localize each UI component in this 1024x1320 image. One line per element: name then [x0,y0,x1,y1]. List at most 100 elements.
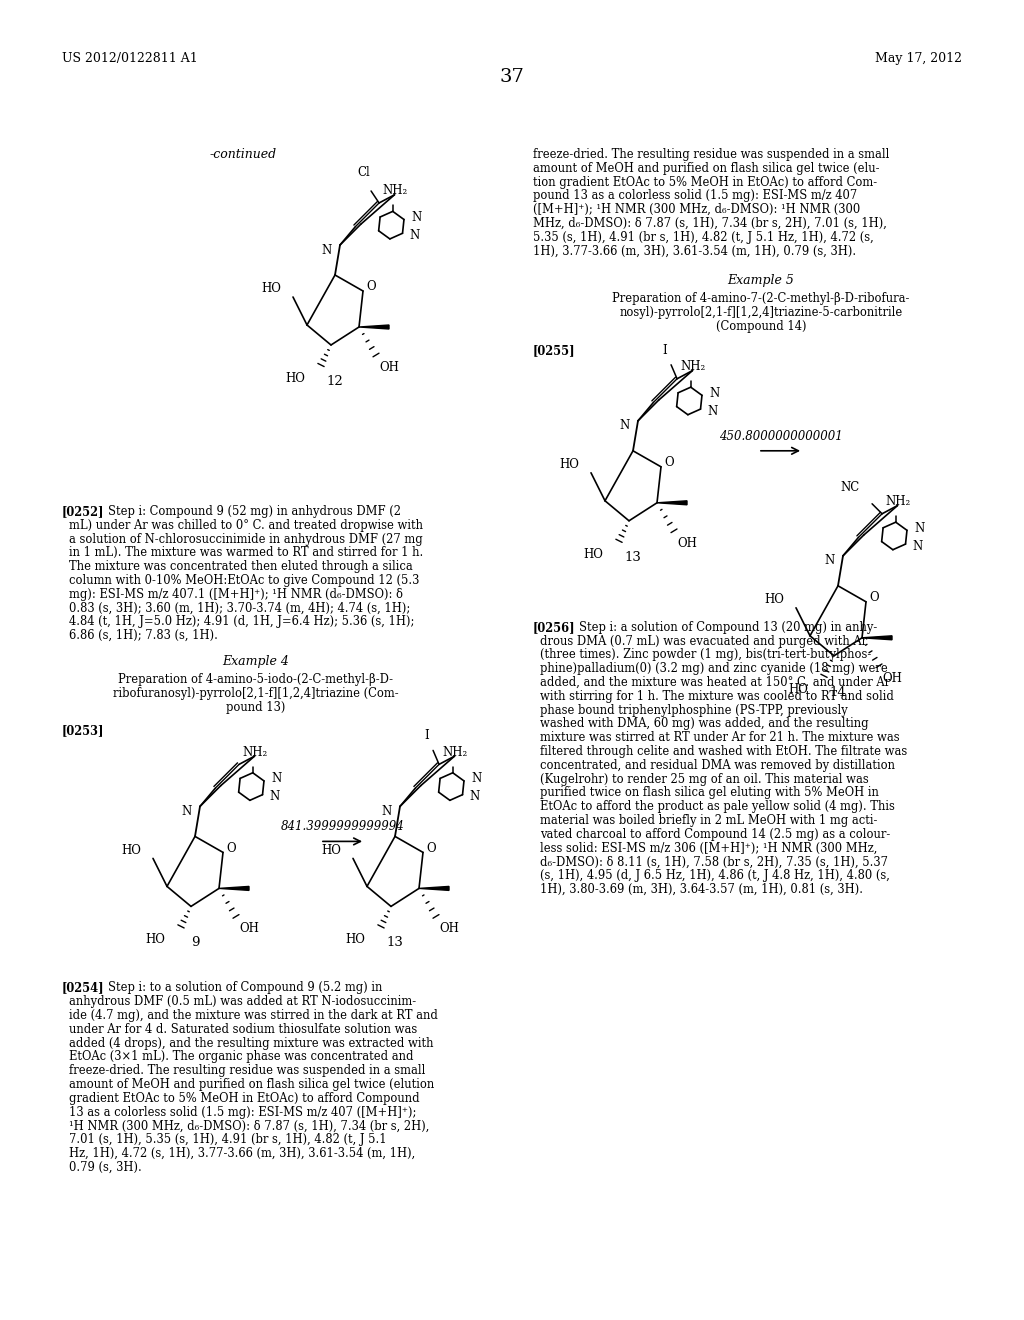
Text: NH₂: NH₂ [242,746,267,759]
Text: NH₂: NH₂ [680,360,706,374]
Text: O: O [869,591,879,605]
Text: [0255]: [0255] [534,343,575,356]
Text: I: I [425,730,429,742]
Text: MHz, d₆-DMSO): δ 7.87 (s, 1H), 7.34 (br s, 2H), 7.01 (s, 1H),: MHz, d₆-DMSO): δ 7.87 (s, 1H), 7.34 (br … [534,216,887,230]
Text: Example 4: Example 4 [222,655,290,668]
Text: HO: HO [764,593,784,606]
Text: EtOAc (3×1 mL). The organic phase was concentrated and: EtOAc (3×1 mL). The organic phase was co… [69,1051,414,1064]
Text: The mixture was concentrated then eluted through a silica: The mixture was concentrated then eluted… [69,560,413,573]
Text: Preparation of 4-amino-7-(2-C-methyl-β-D-ribofura-: Preparation of 4-amino-7-(2-C-methyl-β-D… [612,293,909,305]
Text: N: N [181,805,193,818]
Text: 1H), 3.77-3.66 (m, 3H), 3.61-3.54 (m, 1H), 0.79 (s, 3H).: 1H), 3.77-3.66 (m, 3H), 3.61-3.54 (m, 1H… [534,244,856,257]
Text: EtOAc to afford the product as pale yellow solid (4 mg). This: EtOAc to afford the product as pale yell… [540,800,895,813]
Text: 12: 12 [327,375,343,388]
Text: 13: 13 [625,550,641,564]
Text: 450.8000000000001: 450.8000000000001 [719,430,843,442]
Text: [0252]: [0252] [62,506,104,517]
Text: phine)palladium(0) (3.2 mg) and zinc cyanide (18 mg) were: phine)palladium(0) (3.2 mg) and zinc cya… [540,663,888,676]
Text: N: N [271,772,282,785]
Text: added, and the mixture was heated at 150° C. and under Ar: added, and the mixture was heated at 150… [540,676,890,689]
Polygon shape [359,325,389,329]
Text: HO: HO [121,843,141,857]
Text: HO: HO [559,458,579,471]
Text: mg): ESI-MS m/z 407.1 ([M+H]⁺); ¹H NMR (d₆-DMSO): δ: mg): ESI-MS m/z 407.1 ([M+H]⁺); ¹H NMR (… [69,587,403,601]
Text: 13: 13 [387,936,403,949]
Text: OH: OH [379,360,399,374]
Text: May 17, 2012: May 17, 2012 [874,51,962,65]
Polygon shape [657,500,687,504]
Text: NH₂: NH₂ [442,746,467,759]
Text: [0256]: [0256] [534,620,575,634]
Text: pound 13): pound 13) [226,701,286,714]
Text: N: N [824,554,835,568]
Text: 6.86 (s, 1H); 7.83 (s, 1H).: 6.86 (s, 1H); 7.83 (s, 1H). [69,630,218,643]
Text: HO: HO [285,372,305,385]
Text: 37: 37 [500,69,524,86]
Polygon shape [862,636,892,640]
Text: -continued: -continued [210,148,278,161]
Text: HO: HO [345,933,365,946]
Text: purified twice on flash silica gel eluting with 5% MeOH in: purified twice on flash silica gel eluti… [540,787,879,800]
Text: N: N [269,791,280,803]
Text: in 1 mL). The mixture was warmed to RT and stirred for 1 h.: in 1 mL). The mixture was warmed to RT a… [69,546,423,560]
Text: gradient EtOAc to 5% MeOH in EtOAc) to afford Compound: gradient EtOAc to 5% MeOH in EtOAc) to a… [69,1092,420,1105]
Text: HO: HO [788,682,808,696]
Text: N: N [470,791,480,803]
Text: column with 0-10% MeOH:EtOAc to give Compound 12 (5.3: column with 0-10% MeOH:EtOAc to give Com… [69,574,420,587]
Text: ([M+H]⁺); ¹H NMR (300 MHz, d₆-DMSO): ¹H NMR (300: ([M+H]⁺); ¹H NMR (300 MHz, d₆-DMSO): ¹H … [534,203,860,216]
Text: with stirring for 1 h. The mixture was cooled to RT and solid: with stirring for 1 h. The mixture was c… [540,690,894,702]
Text: N: N [382,805,392,818]
Text: N: N [471,772,481,785]
Text: added (4 drops), and the resulting mixture was extracted with: added (4 drops), and the resulting mixtu… [69,1036,433,1049]
Text: 0.79 (s, 3H).: 0.79 (s, 3H). [69,1160,141,1173]
Text: O: O [366,281,376,293]
Text: OH: OH [439,923,459,936]
Text: pound 13 as a colorless solid (1.5 mg): ESI-MS m/z 407: pound 13 as a colorless solid (1.5 mg): … [534,189,857,202]
Text: ribofuranosyl)-pyrrolo[2,1-f][1,2,4]triazine (Com-: ribofuranosyl)-pyrrolo[2,1-f][1,2,4]tria… [114,686,398,700]
Text: O: O [664,457,674,470]
Text: amount of MeOH and purified on flash silica gel twice (elution: amount of MeOH and purified on flash sil… [69,1078,434,1092]
Text: N: N [914,521,925,535]
Text: anhydrous DMF (0.5 mL) was added at RT N-iodosuccinim-: anhydrous DMF (0.5 mL) was added at RT N… [69,995,416,1008]
Text: phase bound triphenylphosphine (PS-TPP, previously: phase bound triphenylphosphine (PS-TPP, … [540,704,848,717]
Text: Step i: to a solution of Compound 9 (5.2 mg) in: Step i: to a solution of Compound 9 (5.2… [108,981,382,994]
Text: Cl: Cl [357,166,370,180]
Text: NC: NC [841,480,860,494]
Text: HO: HO [145,933,165,946]
Text: OH: OH [239,923,259,936]
Text: 7.01 (s, 1H), 5.35 (s, 1H), 4.91 (br s, 1H), 4.82 (t, J 5.1: 7.01 (s, 1H), 5.35 (s, 1H), 4.91 (br s, … [69,1133,387,1146]
Text: filtered through celite and washed with EtOH. The filtrate was: filtered through celite and washed with … [540,744,907,758]
Text: freeze-dried. The resulting residue was suspended in a small: freeze-dried. The resulting residue was … [69,1064,425,1077]
Text: under Ar for 4 d. Saturated sodium thiosulfate solution was: under Ar for 4 d. Saturated sodium thios… [69,1023,417,1036]
Text: [0253]: [0253] [62,725,104,738]
Text: freeze-dried. The resulting residue was suspended in a small: freeze-dried. The resulting residue was … [534,148,890,161]
Text: N: N [322,243,332,256]
Text: material was boiled briefly in 2 mL MeOH with 1 mg acti-: material was boiled briefly in 2 mL MeOH… [540,814,878,828]
Text: mL) under Ar was chilled to 0° C. and treated dropwise with: mL) under Ar was chilled to 0° C. and tr… [69,519,423,532]
Text: 14: 14 [829,686,847,698]
Text: O: O [226,842,236,855]
Text: 4.84 (t, 1H, J=5.0 Hz); 4.91 (d, 1H, J=6.4 Hz); 5.36 (s, 1H);: 4.84 (t, 1H, J=5.0 Hz); 4.91 (d, 1H, J=6… [69,615,415,628]
Text: ide (4.7 mg), and the mixture was stirred in the dark at RT and: ide (4.7 mg), and the mixture was stirre… [69,1008,438,1022]
Text: Step i: Compound 9 (52 mg) in anhydrous DMF (2: Step i: Compound 9 (52 mg) in anhydrous … [108,506,401,517]
Text: (Kugelrohr) to render 25 mg of an oil. This material was: (Kugelrohr) to render 25 mg of an oil. T… [540,772,868,785]
Polygon shape [219,887,249,891]
Text: Step i: a solution of Compound 13 (20 mg) in anhy-: Step i: a solution of Compound 13 (20 mg… [579,620,878,634]
Text: 13 as a colorless solid (1.5 mg): ESI-MS m/z 407 ([M+H]⁺);: 13 as a colorless solid (1.5 mg): ESI-MS… [69,1106,417,1118]
Text: less solid: ESI-MS m/z 306 ([M+H]⁺); ¹H NMR (300 MHz,: less solid: ESI-MS m/z 306 ([M+H]⁺); ¹H … [540,842,878,854]
Text: N: N [620,420,630,433]
Text: NH₂: NH₂ [382,185,408,198]
Text: amount of MeOH and purified on flash silica gel twice (elu-: amount of MeOH and purified on flash sil… [534,162,880,174]
Text: nosyl)-pyrrolo[2,1-f][1,2,4]triazine-5-carbonitrile: nosyl)-pyrrolo[2,1-f][1,2,4]triazine-5-c… [620,306,902,319]
Text: N: N [411,211,421,224]
Polygon shape [419,887,449,891]
Text: N: N [708,405,718,417]
Text: ¹H NMR (300 MHz, d₆-DMSO): δ 7.87 (s, 1H), 7.34 (br s, 2H),: ¹H NMR (300 MHz, d₆-DMSO): δ 7.87 (s, 1H… [69,1119,429,1133]
Text: N: N [912,540,923,553]
Text: drous DMA (0.7 mL) was evacuated and purged with Ar: drous DMA (0.7 mL) was evacuated and pur… [540,635,867,648]
Text: 1H), 3.80-3.69 (m, 3H), 3.64-3.57 (m, 1H), 0.81 (s, 3H).: 1H), 3.80-3.69 (m, 3H), 3.64-3.57 (m, 1H… [540,883,863,896]
Text: NH₂: NH₂ [885,495,910,508]
Text: I: I [663,343,668,356]
Text: HO: HO [322,843,341,857]
Text: d₆-DMSO): δ 8.11 (s, 1H), 7.58 (br s, 2H), 7.35 (s, 1H), 5.37: d₆-DMSO): δ 8.11 (s, 1H), 7.58 (br s, 2H… [540,855,888,869]
